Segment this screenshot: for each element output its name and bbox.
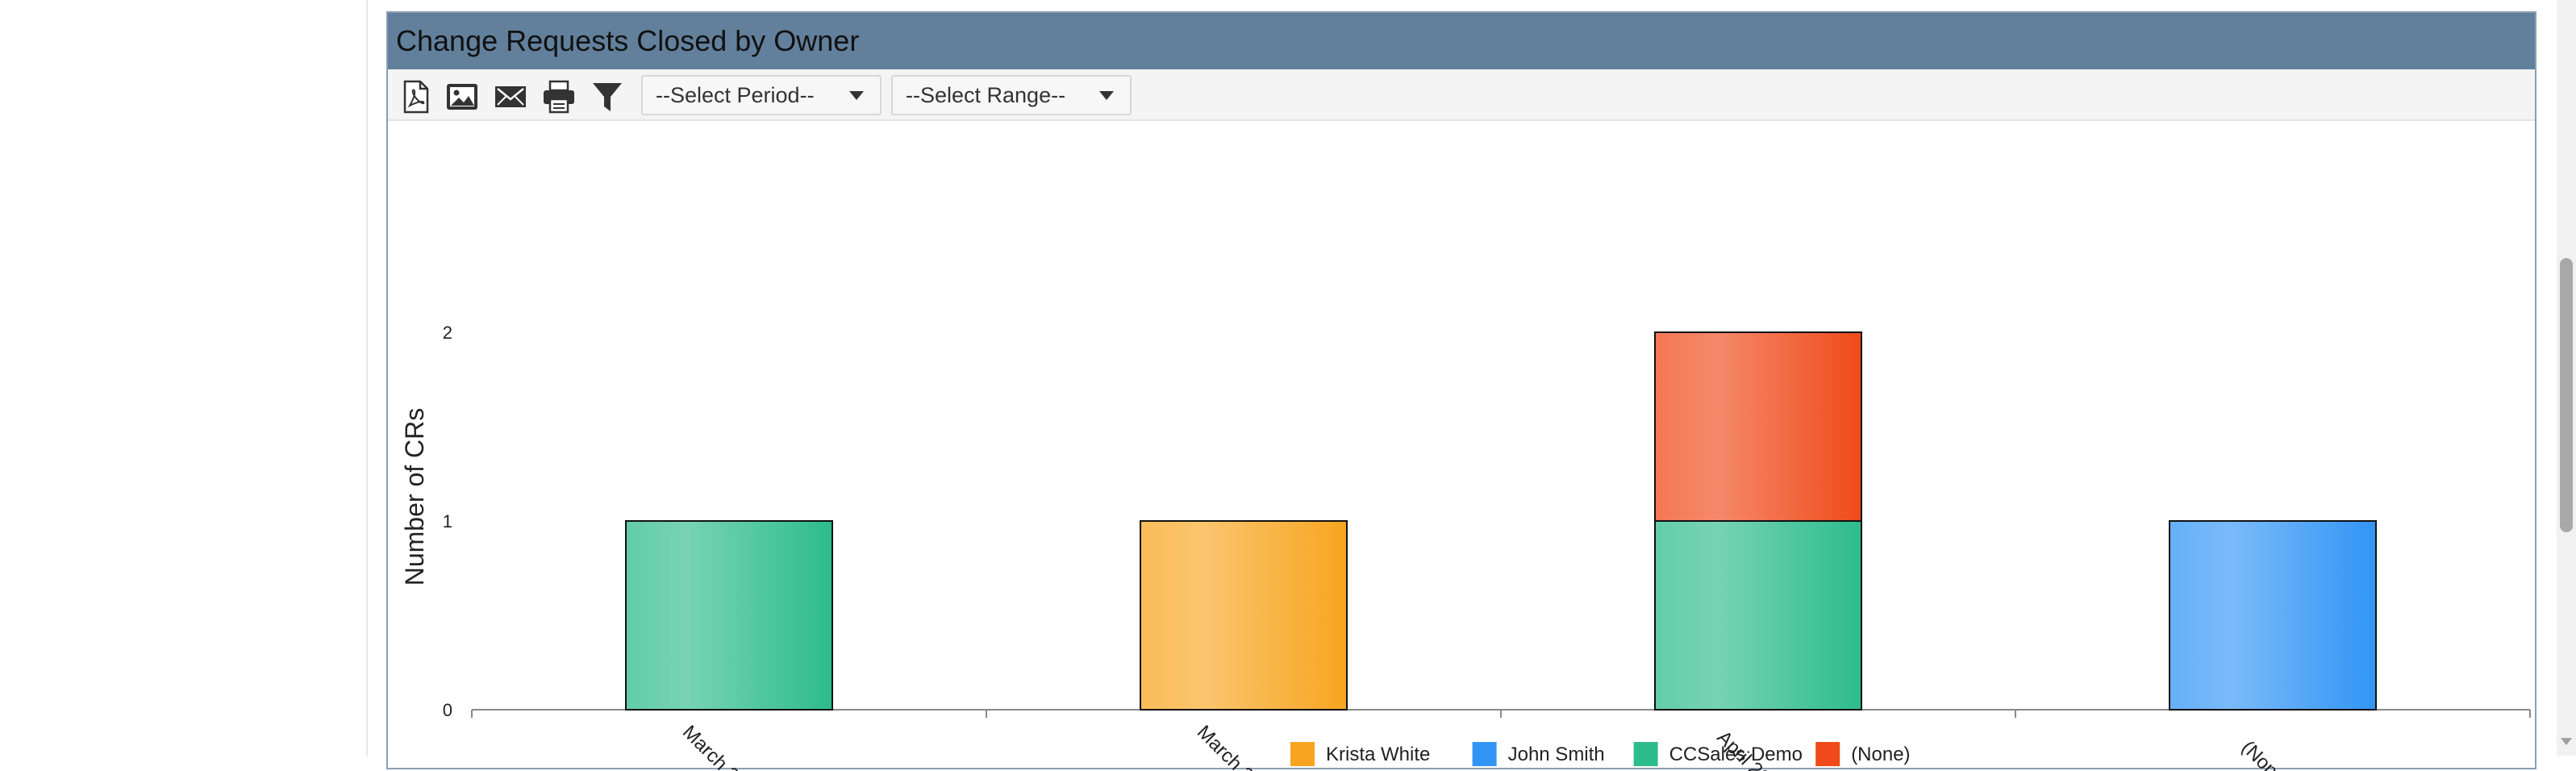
range-select[interactable]: --Select Range--	[891, 75, 1132, 115]
period-select[interactable]: --Select Period--	[641, 75, 882, 115]
chart-toolbar: --Select Period-- --Select Range--	[388, 69, 2535, 121]
print-icon[interactable]	[541, 79, 577, 115]
bar-segment	[1654, 520, 1862, 711]
bar-segment	[1654, 331, 1862, 522]
legend-label: Krista White	[1326, 744, 1430, 765]
chart-panel: Change Requests Closed by Owner	[386, 11, 2536, 771]
x-tick-label: March 2024	[678, 721, 766, 771]
bar-segment	[625, 520, 833, 711]
chevron-down-icon	[849, 91, 864, 100]
legend-swatch	[1472, 742, 1497, 766]
legend-label: CCSales Demo	[1669, 744, 1803, 765]
y-tick-label: 2	[443, 323, 452, 343]
period-select-label: --Select Period--	[656, 83, 815, 107]
legend-label: John Smith	[1508, 744, 1605, 765]
left-pane	[0, 0, 368, 756]
range-select-label: --Select Range--	[906, 83, 1066, 107]
x-tick-label: March 2025	[1193, 721, 1281, 771]
image-icon[interactable]	[444, 79, 480, 115]
x-tick-label: (None)	[2237, 736, 2295, 771]
y-axis-title: Number of CRs	[400, 408, 429, 586]
y-tick-label: 0	[443, 700, 452, 720]
legend-label: (None)	[1851, 744, 1910, 765]
legend-swatch	[1633, 742, 1658, 766]
scrollbar-thumb[interactable]	[2560, 258, 2573, 532]
vertical-scrollbar[interactable]	[2557, 0, 2576, 756]
chevron-down-icon	[1099, 91, 1114, 100]
bar-segment	[2169, 520, 2377, 711]
filter-icon[interactable]	[590, 79, 625, 115]
email-icon[interactable]	[493, 79, 528, 115]
panel-title: Change Requests Closed by Owner	[388, 13, 2535, 69]
pdf-icon[interactable]	[398, 79, 433, 115]
legend-swatch	[1290, 742, 1315, 766]
bar-segment	[1140, 520, 1348, 711]
legend-swatch	[1815, 742, 1840, 766]
scroll-down-arrow-icon[interactable]	[2561, 738, 2572, 745]
y-tick-label: 1	[443, 511, 452, 531]
